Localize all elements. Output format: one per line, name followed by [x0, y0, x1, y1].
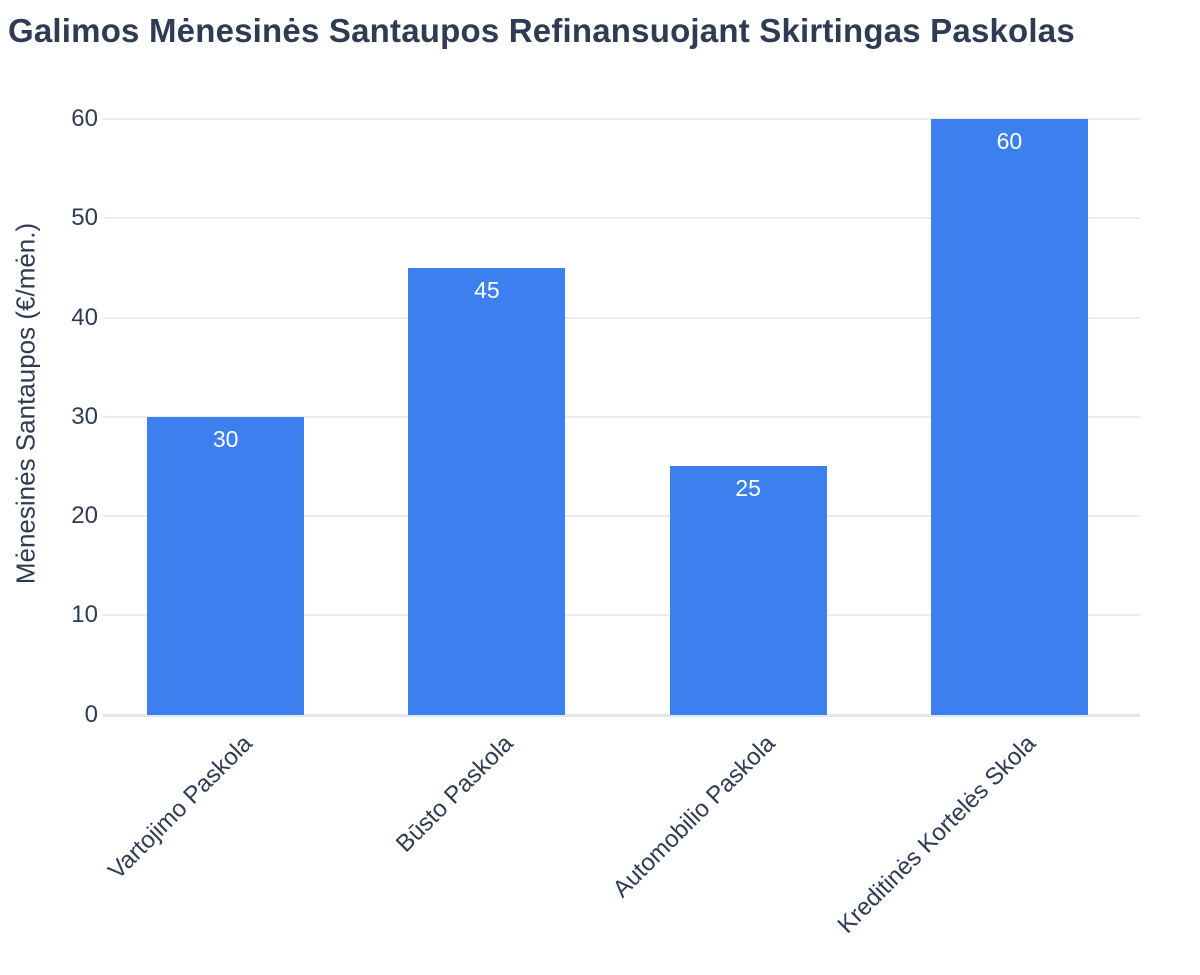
- y-tick-label-20: 20: [71, 502, 98, 529]
- gridline: [103, 118, 1140, 120]
- y-tick-label-50: 50: [71, 204, 98, 232]
- chart-title: Galimos Mėnesinės Santaupos Refinansuoja…: [8, 12, 1075, 49]
- x-tick-label-kreditines-korteles-skola: Kreditinės Kortelės Skola: [832, 730, 1042, 939]
- x-axis-line: [103, 713, 1140, 717]
- y-tick-label-0: 0: [84, 700, 98, 728]
- bar-kreditines-korteles-skola: 60: [930, 119, 1088, 715]
- bar-value-label: 30: [212, 425, 239, 452]
- gridline: [103, 614, 1140, 617]
- gridline: [103, 415, 1140, 418]
- bar-busto-paskola: 45: [408, 267, 566, 715]
- bar-value-label: 60: [996, 128, 1023, 154]
- gridline: [103, 316, 1140, 319]
- y-tick-label-10: 10: [71, 601, 98, 629]
- y-tick-label-60: 60: [71, 105, 98, 132]
- gridline: [103, 217, 1140, 220]
- bar-value-label: 45: [474, 276, 500, 303]
- gridline: [103, 515, 1140, 517]
- bar-vartojimo-paskola: 30: [147, 416, 305, 715]
- bar-value-label: 25: [735, 475, 761, 502]
- bar-automobilio-paskola: 25: [669, 466, 827, 715]
- x-tick-label-busto-paskola: Būsto Paskola: [391, 730, 519, 858]
- x-tick-label-automobilio-paskola: Automobilio Paskola: [607, 730, 781, 903]
- y-tick-label-30: 30: [71, 402, 98, 430]
- x-tick-label-vartojimo-paskola: Vartojimo Paskola: [103, 730, 258, 885]
- y-tick-label-40: 40: [71, 303, 98, 331]
